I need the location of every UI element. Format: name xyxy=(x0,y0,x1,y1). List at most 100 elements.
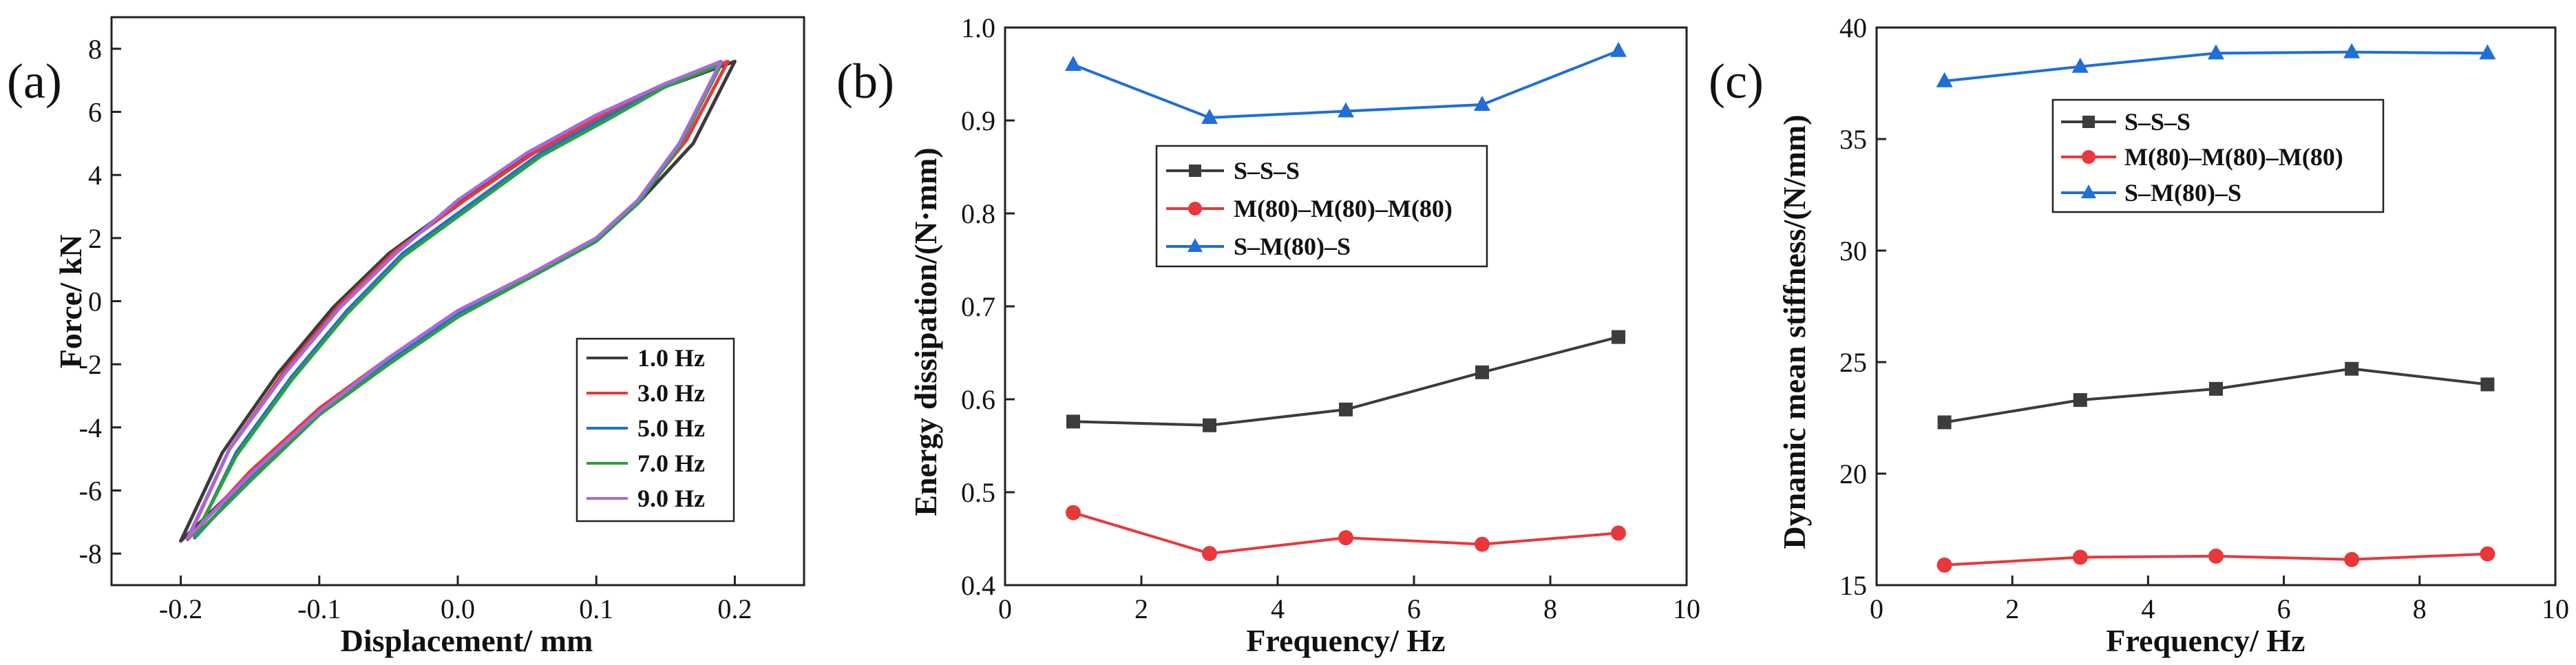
data-point xyxy=(1611,525,1626,541)
data-point xyxy=(1066,505,1081,520)
panel-c-frame xyxy=(1875,26,2557,587)
y-tick-label: 35 xyxy=(1839,124,1867,155)
data-point xyxy=(2480,546,2495,562)
x-tick-label: 10 xyxy=(1673,593,1700,624)
panel-b-energy-dissipation-chart: (b) 0 2 4 6 8 10 0.4 0.5 0.6 0.7 0.8 0.9 1.0 Freque… xyxy=(836,12,1700,658)
panel-b-label: (b) xyxy=(836,54,894,109)
y-tick-label: 30 xyxy=(1839,235,1867,266)
data-point xyxy=(1475,536,1490,552)
panel-c-x-axis-label: Frequency/ Hz xyxy=(2106,623,2305,658)
data-point xyxy=(1936,72,1953,87)
data-point xyxy=(1203,418,1216,432)
x-tick-label: 6 xyxy=(2277,593,2291,624)
data-point xyxy=(1201,108,1218,124)
data-point xyxy=(1066,414,1080,429)
panel-c-label: (c) xyxy=(1709,54,1764,109)
y-tick-label: 2 xyxy=(88,223,102,254)
panel-a-y-axis-label: Force/ kN xyxy=(53,235,88,369)
y-tick-label: 20 xyxy=(1839,458,1867,489)
y-tick-label: 0.5 xyxy=(961,477,995,508)
x-tick-label: 0.1 xyxy=(579,593,613,624)
panel-a-x-axis-label: Displacement/ mm xyxy=(341,623,593,658)
y-tick-label: 0.8 xyxy=(961,198,995,229)
panel-a-curves xyxy=(179,59,737,543)
panel-b-legend: S–S–S M(80)–M(80)–M(80) S–M(80)–S xyxy=(1155,145,1488,268)
x-tick-label: 8 xyxy=(2413,593,2427,624)
y-tick-label: 0.6 xyxy=(961,384,995,415)
x-tick-label: 0 xyxy=(998,593,1012,624)
y-tick-label: -2 xyxy=(79,349,102,380)
panel-c-dynamic-stiffness-chart: (c) 0 2 4 6 8 10 15 20 25 30 35 40 Frequency/ Hz D… xyxy=(1709,12,2569,658)
y-tick-label: 40 xyxy=(1839,12,1867,43)
legend-label-sss: S–S–S xyxy=(1234,157,1300,184)
data-point xyxy=(1339,402,1353,416)
data-point xyxy=(2208,44,2224,60)
panel-b-x-ticks: 0 2 4 6 8 10 xyxy=(998,576,1700,624)
data-point xyxy=(1065,56,1081,71)
legend-label-1hz: 1.0 Hz xyxy=(637,344,705,372)
panel-b-x-axis-label: Frequency/ Hz xyxy=(1246,623,1445,658)
data-point xyxy=(1474,96,1490,112)
panel-c-y-ticks: 15 20 25 30 35 40 xyxy=(1839,12,1886,601)
y-tick-label: -8 xyxy=(79,538,102,569)
legend-label-mmm: M(80)–M(80)–M(80) xyxy=(2124,143,2343,171)
x-tick-label: 4 xyxy=(2141,593,2155,624)
panel-a-x-ticks: -0.2 -0.1 0.0 0.1 0.2 xyxy=(159,576,752,624)
legend-label-3hz: 3.0 Hz xyxy=(637,379,705,407)
data-point xyxy=(2073,393,2087,408)
y-tick-label: 0.9 xyxy=(961,105,995,136)
panel-c-y-axis-label: Dynamic mean stiffness/(N/mm) xyxy=(1777,114,1812,549)
y-tick-label: 8 xyxy=(88,34,102,65)
data-point xyxy=(2071,57,2089,73)
panel-a-y-ticks: -8 -6 -4 -2 0 2 4 6 8 xyxy=(79,34,121,569)
panel-a-hysteresis-chart: (a) -0.2 -0.1 0.0 0.1 0.2 -8 -6 -4 -2 0 2 4 6 8 Disp… xyxy=(7,16,805,658)
data-point xyxy=(1338,102,1354,118)
y-tick-label: 0 xyxy=(88,286,102,317)
hysteresis-loop-90hz xyxy=(186,59,723,540)
x-tick-label: 6 xyxy=(1407,593,1421,624)
data-point xyxy=(1202,546,1217,562)
legend-label-5hz: 5.0 Hz xyxy=(637,414,705,442)
x-tick-label: -0.1 xyxy=(297,593,341,624)
data-point xyxy=(2343,43,2361,59)
legend-marker-sss xyxy=(1189,165,1201,177)
x-tick-label: 0.0 xyxy=(441,593,475,624)
legend-label-sms: S–M(80)–S xyxy=(1234,233,1351,260)
y-tick-label: -4 xyxy=(79,412,102,443)
y-tick-label: 4 xyxy=(88,160,102,191)
panel-a-label: (a) xyxy=(7,54,62,109)
legend-label-mmm: M(80)–M(80)–M(80) xyxy=(1234,195,1453,222)
legend-label-sms: S–M(80)–S xyxy=(2124,179,2241,207)
data-point xyxy=(1475,365,1489,379)
legend-marker-mmm xyxy=(2082,150,2095,164)
x-tick-label: 0 xyxy=(1870,593,1883,624)
data-point xyxy=(2072,549,2088,565)
data-point xyxy=(2344,551,2360,567)
y-tick-label: 0.4 xyxy=(961,570,995,601)
legend-label-9hz: 9.0 Hz xyxy=(637,485,705,512)
y-tick-label: 15 xyxy=(1839,570,1867,601)
data-point xyxy=(1610,41,1627,57)
panel-b-y-ticks: 0.4 0.5 0.6 0.7 0.8 0.9 1.0 xyxy=(961,12,1015,601)
x-tick-label: -0.2 xyxy=(159,593,202,624)
x-tick-label: 10 xyxy=(2542,593,2569,624)
y-tick-label: -6 xyxy=(79,476,102,507)
data-point xyxy=(2480,377,2495,392)
y-tick-label: 0.7 xyxy=(961,291,995,322)
data-point xyxy=(2208,548,2224,564)
data-point xyxy=(1338,530,1353,546)
panel-a-legend-box xyxy=(576,337,735,522)
y-tick-label: 25 xyxy=(1839,347,1867,378)
y-tick-label: 6 xyxy=(88,97,102,128)
x-tick-label: 4 xyxy=(1271,593,1285,624)
legend-marker-sms xyxy=(2081,184,2096,198)
data-point xyxy=(1937,415,1952,430)
data-point xyxy=(2209,381,2223,396)
panel-b-series xyxy=(1065,41,1627,562)
x-tick-label: 2 xyxy=(1134,593,1148,624)
legend-label-sss: S–S–S xyxy=(2124,108,2190,136)
data-point xyxy=(2479,44,2496,60)
y-tick-label: 1.0 xyxy=(961,12,995,43)
panel-c-series xyxy=(1936,43,2496,573)
